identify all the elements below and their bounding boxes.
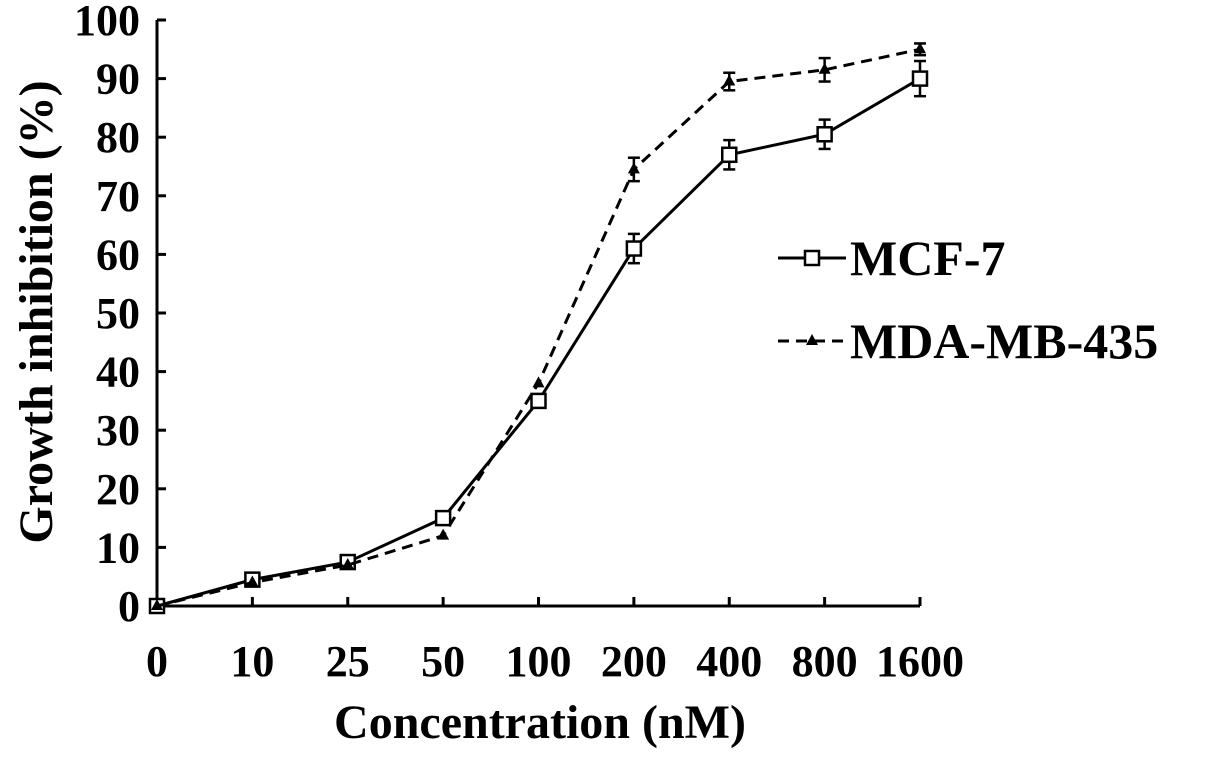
data-point-mda-mb-435	[341, 557, 354, 569]
data-point-mda-mb-435	[151, 599, 163, 610]
data-point-mda-mb-435	[532, 376, 545, 388]
y-tick-label: 80	[96, 113, 140, 162]
x-tick-label: 800	[792, 637, 858, 686]
x-tick-label: 25	[326, 637, 370, 686]
x-tick-label: 400	[696, 637, 762, 686]
series-line-mda-mb-435	[156, 47, 921, 608]
y-tick-label: 30	[96, 406, 140, 455]
y-tick-label: 90	[96, 55, 140, 104]
legend-label-mcf-7: MCF-7	[850, 230, 1006, 286]
y-tick-label: 100	[74, 0, 140, 45]
data-point-mda-mb-435	[818, 62, 831, 74]
data-point-mda-mb-435	[914, 42, 926, 54]
data-point-mda-mb-435	[627, 162, 640, 174]
x-tick-label: 10	[230, 637, 274, 686]
x-tick-label: 200	[601, 637, 667, 686]
x-tick-label: 50	[421, 637, 465, 686]
y-axis-title: Growth inhibition (%)	[10, 80, 63, 543]
x-tick-label: 0	[146, 637, 168, 686]
data-point-mda-mb-435	[437, 528, 450, 540]
y-tick-label: 70	[96, 172, 140, 221]
y-tick-label: 20	[96, 465, 140, 514]
data-point-mcf-7	[434, 509, 452, 527]
legend-label-mda-mb-435: MDA-MB-435	[850, 313, 1158, 369]
chart-series	[148, 42, 929, 615]
y-tick-label: 50	[96, 289, 140, 338]
data-point-mcf-7	[721, 146, 738, 164]
data-point-mda-mb-435	[723, 74, 736, 86]
y-tick-label: 0	[118, 582, 140, 631]
legend: MCF-7 MDA-MB-435	[778, 230, 1158, 369]
y-tick-label: 40	[96, 348, 140, 397]
x-tick-label: 1600	[876, 637, 964, 686]
x-tick-label: 100	[506, 637, 572, 686]
data-point-mcf-7	[911, 70, 929, 87]
x-axis-title: Concentration (nM)	[334, 696, 746, 749]
legend-marker-mcf-7	[803, 249, 821, 267]
y-tick-label: 60	[96, 230, 140, 279]
chart-axes: 0 10 20 30 40 50 60 70 80 90 100 0 10 25 50 100 200 400 80…	[74, 0, 964, 686]
data-point-mcf-7	[816, 126, 833, 143]
data-point-mcf-7	[530, 392, 547, 410]
y-tick-label: 10	[96, 523, 140, 572]
data-point-mda-mb-435	[246, 575, 259, 587]
legend-marker-mda-mb-435	[806, 334, 818, 345]
data-point-mcf-7	[625, 240, 643, 257]
